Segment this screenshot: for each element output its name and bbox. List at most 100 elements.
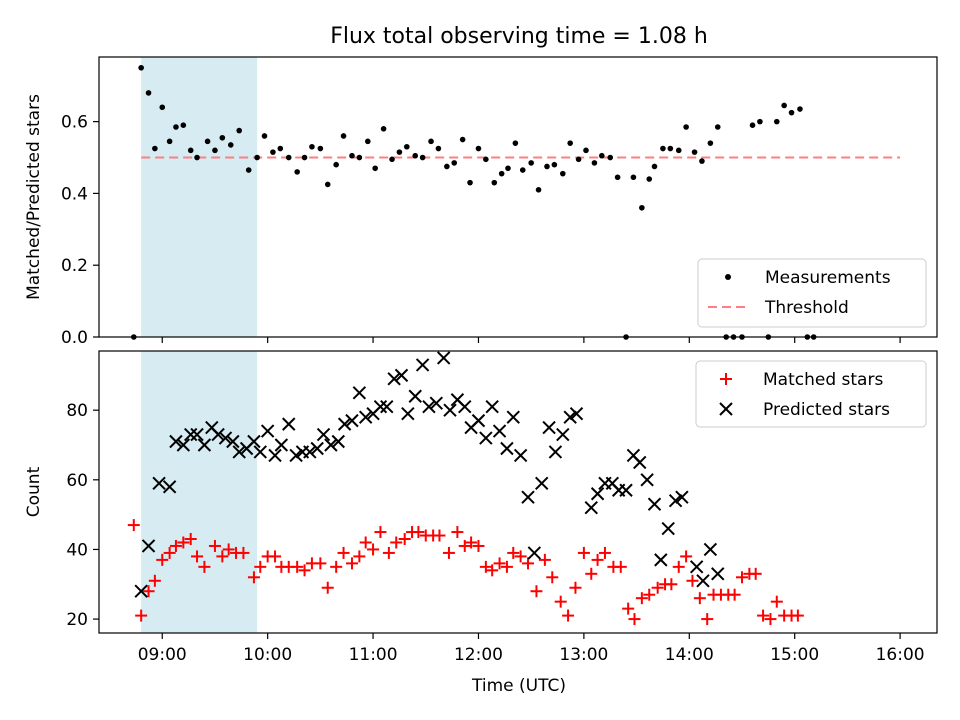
xtick-label: 09:00 <box>138 645 187 665</box>
data-point <box>277 145 284 152</box>
data-point <box>358 410 373 424</box>
data-point <box>269 550 282 563</box>
data-point <box>458 539 471 552</box>
data-point <box>556 427 570 442</box>
xtick-label: 12:00 <box>454 645 503 665</box>
ytick-label: 0.4 <box>61 184 88 204</box>
data-point <box>451 160 458 166</box>
data-point <box>211 427 225 442</box>
data-point <box>398 533 411 545</box>
data-point <box>219 134 226 141</box>
data-point <box>390 536 403 549</box>
data-point <box>575 156 582 163</box>
xtick-label: 11:00 <box>349 645 398 665</box>
data-point <box>569 406 584 421</box>
data-point <box>635 592 648 605</box>
data-point <box>703 542 718 557</box>
legend-label-predicted: Predicted stars <box>763 400 890 420</box>
data-point <box>433 529 446 542</box>
data-point <box>686 574 699 587</box>
data-point <box>548 445 563 459</box>
data-point <box>583 147 589 154</box>
data-point <box>247 571 260 584</box>
data-point <box>254 560 267 573</box>
data-point <box>356 154 363 161</box>
data-point <box>591 553 604 566</box>
legend-marker-matched <box>720 373 732 385</box>
data-point <box>237 546 250 559</box>
data-point <box>232 445 246 459</box>
bottom-shaded-span <box>141 351 258 633</box>
data-point <box>544 163 550 170</box>
data-point <box>471 413 486 428</box>
legend-marker-measurements <box>725 274 731 280</box>
bottom-xlabel: Time (UTC) <box>471 676 566 696</box>
data-point <box>714 124 721 130</box>
data-point <box>298 564 311 577</box>
data-point <box>303 445 317 459</box>
data-point <box>159 104 166 111</box>
ytick-label: 0.6 <box>61 113 88 133</box>
data-point <box>374 526 387 539</box>
data-point <box>691 149 698 155</box>
data-point <box>665 578 678 591</box>
xtick-label: 14:00 <box>665 645 714 665</box>
data-point <box>401 406 415 421</box>
data-point <box>567 140 573 146</box>
data-point <box>512 140 519 146</box>
data-point <box>506 410 520 424</box>
top-shaded-span <box>141 57 258 337</box>
data-point <box>667 145 674 152</box>
data-point <box>173 124 179 130</box>
data-point <box>218 431 233 445</box>
data-point <box>660 145 666 152</box>
data-point <box>331 434 345 449</box>
data-point <box>274 438 289 452</box>
data-point <box>569 581 582 594</box>
data-point <box>216 550 229 563</box>
data-point <box>749 567 762 580</box>
data-point <box>162 480 177 494</box>
data-point <box>177 536 190 549</box>
data-point <box>245 167 252 173</box>
data-point <box>226 434 240 449</box>
bottom-axes: 09:00 10:00 11:00 12:00 13:00 14:00 15:00 16:00… <box>66 401 924 665</box>
data-point <box>590 487 605 501</box>
data-point <box>562 609 575 622</box>
data-point <box>316 427 331 442</box>
ytick-label: 40 <box>66 540 88 560</box>
data-point <box>194 154 200 161</box>
bottom-ylabel: Count <box>24 466 44 517</box>
data-point <box>197 438 212 452</box>
data-point <box>270 149 276 155</box>
data-point <box>138 64 144 71</box>
data-point <box>640 473 654 487</box>
data-point <box>337 546 350 559</box>
data-point <box>141 539 156 553</box>
data-point <box>643 588 656 601</box>
ytick-label: 60 <box>66 471 88 491</box>
data-point <box>788 109 795 116</box>
data-point <box>364 138 371 145</box>
data-point <box>330 560 343 573</box>
data-point <box>268 448 282 463</box>
data-point <box>134 584 148 598</box>
data-point <box>380 125 387 132</box>
data-point <box>314 557 327 570</box>
data-point <box>419 154 426 161</box>
data-point <box>467 179 473 186</box>
data-point <box>781 102 787 109</box>
data-point <box>491 179 498 186</box>
series-matched-stars <box>127 519 804 626</box>
data-point <box>152 145 158 152</box>
data-point <box>444 163 450 170</box>
data-point <box>500 560 513 573</box>
data-point <box>757 118 763 125</box>
data-point <box>693 592 706 605</box>
ytick-label: 20 <box>66 610 88 630</box>
data-point <box>472 539 485 552</box>
data-point <box>396 149 403 155</box>
data-point <box>135 609 148 622</box>
data-point <box>291 560 304 573</box>
data-point <box>333 161 339 168</box>
